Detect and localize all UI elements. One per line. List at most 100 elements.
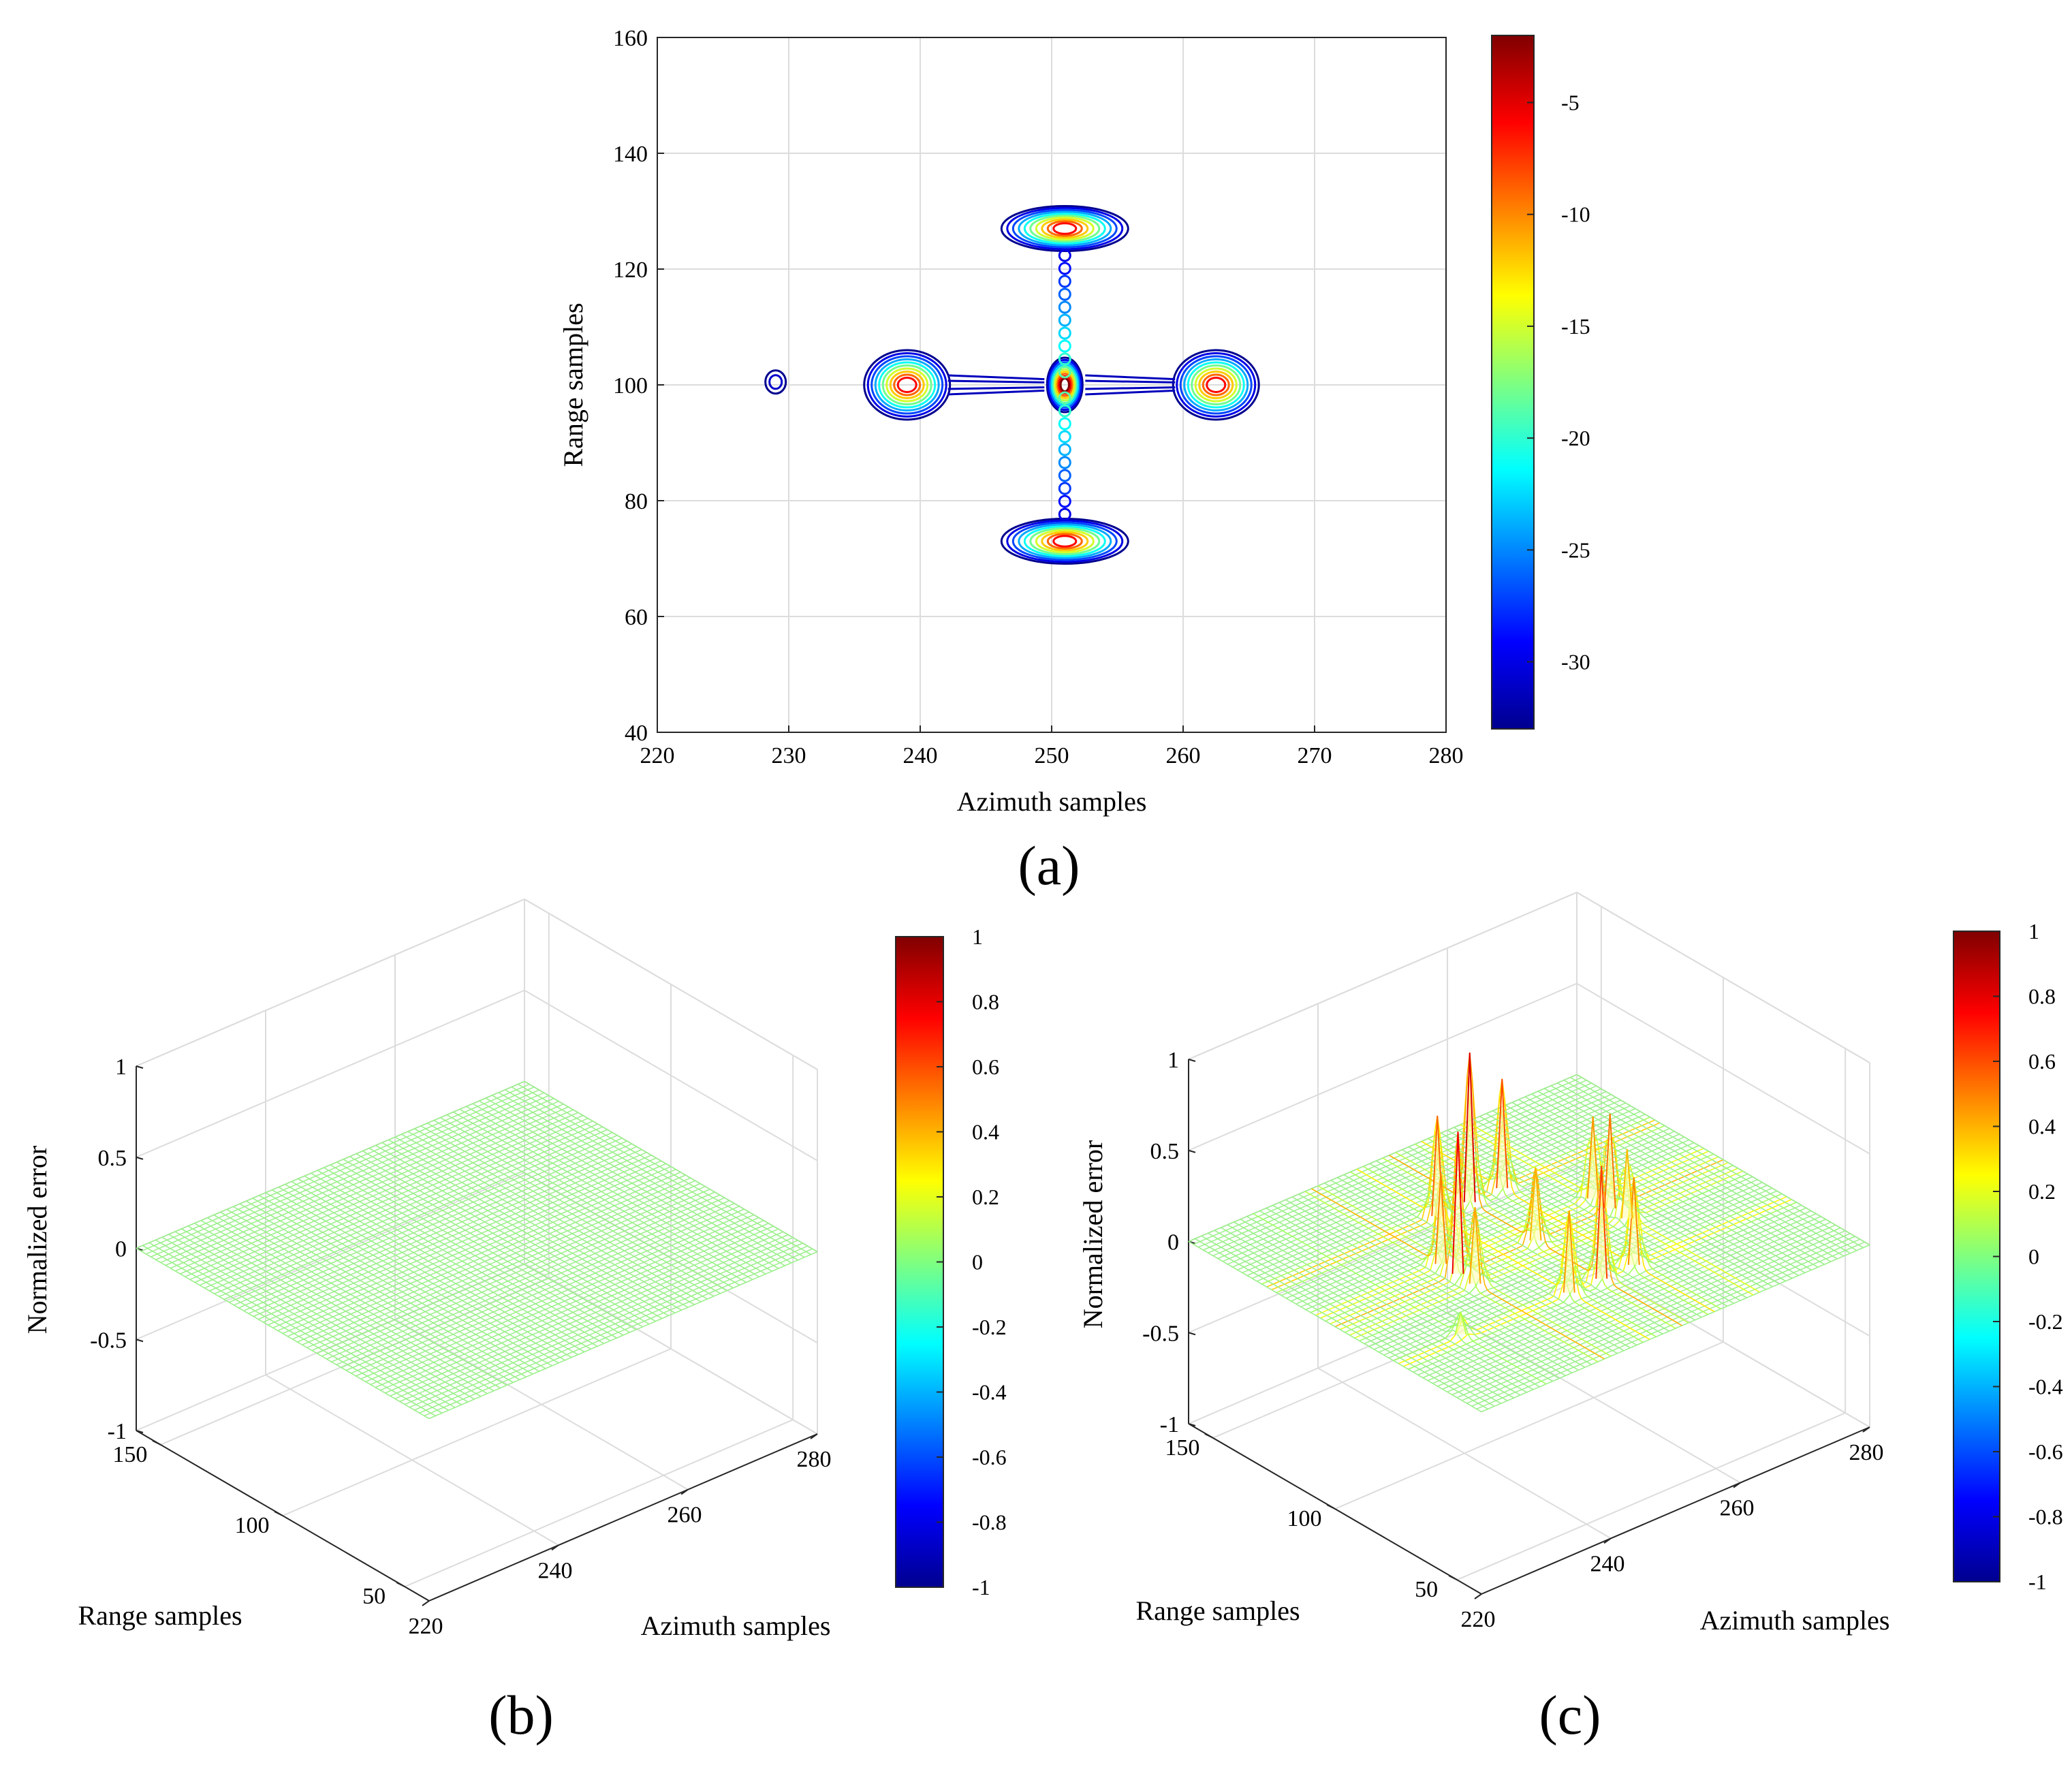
x-tick-mark xyxy=(810,1433,818,1439)
sidelobe-contour xyxy=(1058,482,1071,495)
surface-peak xyxy=(1463,1052,1476,1202)
surface-line xyxy=(324,1167,617,1339)
contour-line xyxy=(1046,356,1084,413)
surface-line xyxy=(1259,1210,1553,1382)
surface-line xyxy=(187,1225,482,1397)
sidelobe-contour xyxy=(1058,287,1071,301)
surface-line xyxy=(298,1178,591,1350)
x-tick-label: 260 xyxy=(1720,1496,1755,1521)
colorbar-b xyxy=(895,936,944,1588)
surface-line xyxy=(194,1223,488,1394)
sidelobe-contour xyxy=(1058,262,1071,275)
surface-line xyxy=(233,1206,527,1377)
surface-line xyxy=(252,1198,546,1369)
contour-line xyxy=(889,371,925,399)
surface-line xyxy=(136,1247,430,1420)
sidelobe-contour xyxy=(1058,249,1071,262)
surface-line xyxy=(207,1217,501,1389)
colorbar-tick-label: 0.8 xyxy=(2028,984,2056,1009)
y-tick-label: 120 xyxy=(613,257,648,283)
surface-line xyxy=(148,1242,443,1413)
x-axis-label-a: Azimuth samples xyxy=(957,786,1147,817)
colorbar-tick-label: -5 xyxy=(1561,91,1580,115)
surface-line xyxy=(226,1208,520,1380)
sidelobe-contour xyxy=(1085,374,1176,381)
contour-line xyxy=(885,367,929,403)
surface-line xyxy=(401,1134,695,1305)
contour-line xyxy=(1011,208,1118,249)
surface-line xyxy=(1317,1185,1612,1357)
surface-line xyxy=(485,1097,779,1269)
surface-line xyxy=(1266,1207,1560,1379)
contour-line xyxy=(1172,349,1260,421)
y-tick-label: 80 xyxy=(625,489,648,514)
colorbar-tick-label: -0.6 xyxy=(2028,1439,2063,1464)
tick-labels-b: 220 240 260 280 50 100 150-1 -0.5 0 0.5 1 xyxy=(90,1055,831,1639)
z-tick-mark xyxy=(1188,1149,1196,1153)
grid-wall xyxy=(1188,982,1577,1151)
surface-line xyxy=(161,1236,456,1408)
z-tick-label: 0 xyxy=(1167,1230,1179,1255)
surface-line xyxy=(1369,1163,1663,1334)
surface-line xyxy=(1285,1199,1579,1371)
colorbar-tick-label: 0.8 xyxy=(972,990,999,1014)
x-tick-mark xyxy=(1474,1593,1482,1599)
grid-wall xyxy=(1576,982,1870,1155)
surface-line xyxy=(1466,1121,1760,1293)
surface-line xyxy=(246,1200,539,1372)
contour-line xyxy=(1183,358,1249,411)
surface-line xyxy=(220,1211,514,1384)
surface-line xyxy=(479,1100,772,1272)
panel-label-c: (c) xyxy=(1539,1684,1601,1746)
sidelobe-contour xyxy=(1058,352,1071,366)
surface-line xyxy=(168,1234,462,1405)
contour-line xyxy=(1011,521,1118,561)
x-tick-mark xyxy=(1733,1482,1741,1488)
sidelobe-contour xyxy=(1085,389,1176,396)
z-tick-mark xyxy=(1188,1332,1196,1336)
contour-line xyxy=(1029,215,1101,243)
x-tick-label: 220 xyxy=(640,743,675,768)
surface-line xyxy=(1434,1135,1728,1307)
colorbar-tick-label: 0.6 xyxy=(2028,1049,2056,1074)
grid-floor xyxy=(1456,1412,1846,1581)
surface-line xyxy=(1343,1174,1637,1346)
x-tick-mark xyxy=(680,1488,689,1495)
z-tick-label: 0.5 xyxy=(1150,1139,1180,1164)
surface-mesh-c xyxy=(1188,1052,1870,1413)
surface-line xyxy=(420,1125,715,1297)
y-tick-label: 100 xyxy=(613,373,648,399)
contour-line xyxy=(893,373,922,396)
panel-label-b: (b) xyxy=(488,1684,554,1746)
colorbar-tick-label: -0.8 xyxy=(2028,1505,2063,1529)
colorbar-tick-label: -15 xyxy=(1561,314,1590,339)
contour-line xyxy=(1059,377,1071,392)
sidelobe-contour xyxy=(947,386,1045,390)
sidelobe-contour xyxy=(1085,379,1176,384)
x-tick-label: 260 xyxy=(1166,743,1201,768)
colorbar-tick-label: -0.6 xyxy=(972,1445,1007,1469)
surface-line xyxy=(1576,1074,1870,1246)
colorbar-c xyxy=(1953,931,2000,1582)
sidelobe-contour xyxy=(1058,339,1071,353)
surface-line xyxy=(368,1147,663,1319)
contour-line xyxy=(1018,523,1112,559)
axis-edge xyxy=(524,899,818,1070)
colorbar-a xyxy=(1491,35,1535,730)
surface-mesh-b xyxy=(136,1080,818,1420)
surface-line xyxy=(1524,1096,1819,1268)
surface-line xyxy=(1518,1099,1812,1270)
surface-peak xyxy=(1620,1149,1633,1219)
x-tick-label: 220 xyxy=(1461,1607,1496,1632)
surface-line xyxy=(466,1106,759,1277)
colorbar-tick-label: -10 xyxy=(1561,202,1590,227)
colorbar-tick-label: -25 xyxy=(1561,537,1590,562)
grid-floor xyxy=(1334,1341,1724,1510)
z-tick-mark xyxy=(136,1065,144,1069)
surface-line xyxy=(336,1161,630,1333)
colorbar-tick-label: -0.2 xyxy=(972,1315,1007,1339)
surface-line xyxy=(1563,1080,1857,1251)
x-tick-label: 260 xyxy=(668,1503,702,1528)
contour-line xyxy=(878,361,937,409)
